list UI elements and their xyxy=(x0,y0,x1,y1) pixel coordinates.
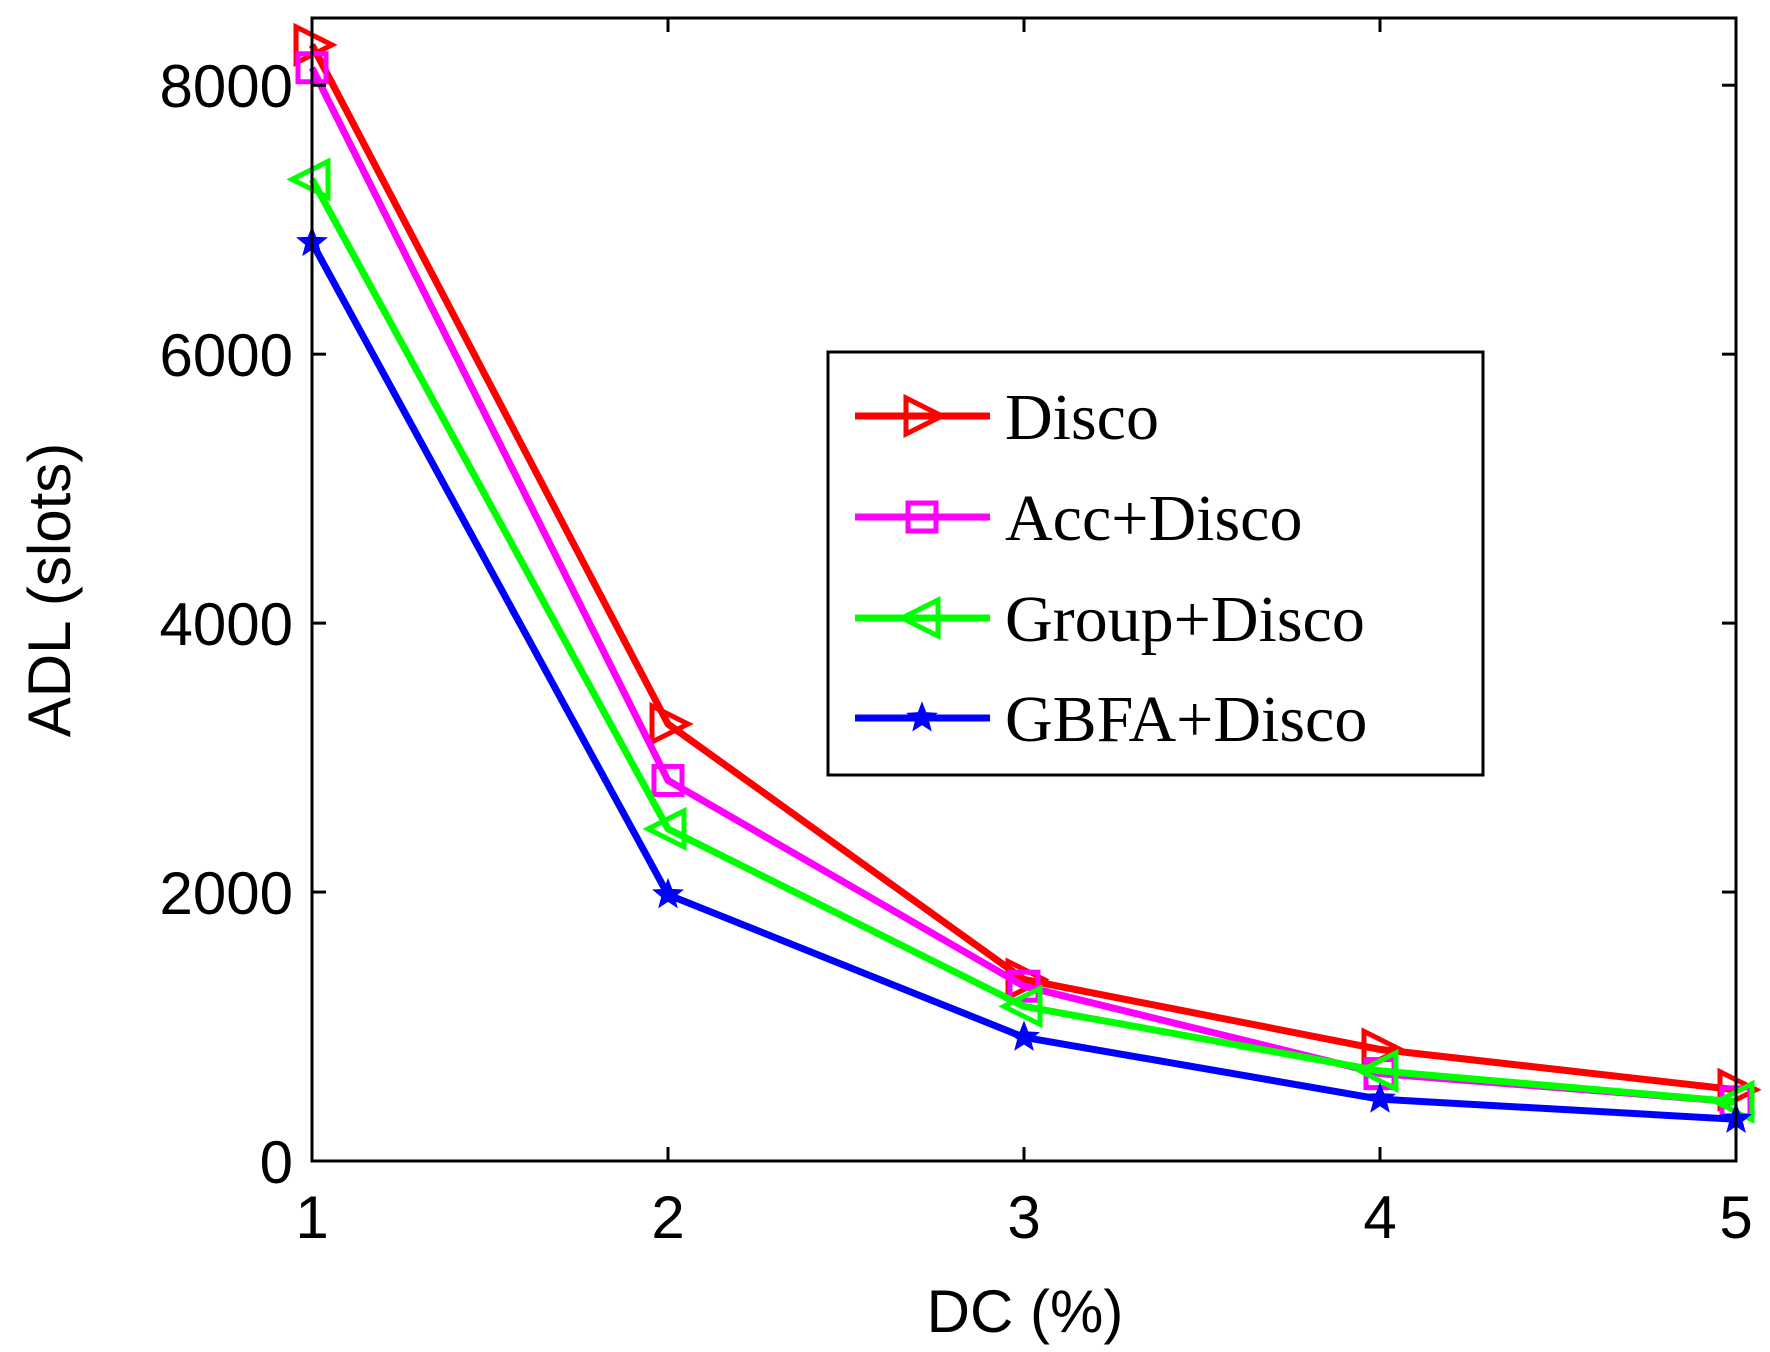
data-point-group-disco-4 xyxy=(1354,1048,1399,1093)
legend: Disco Acc+Disco Group+Disco GBFA+Disco xyxy=(826,350,1485,777)
legend-label-acc-disco: Acc+Disco xyxy=(1005,482,1302,555)
legend-marker-acc-disco xyxy=(905,500,939,534)
data-point-gbfa-disco-2 xyxy=(652,877,684,909)
series-line-group-disco xyxy=(308,177,1737,1106)
y-tick-label: 2000 xyxy=(160,860,293,927)
y-tick-label: 6000 xyxy=(160,322,293,389)
legend-entries: Disco Acc+Disco Group+Disco GBFA+Disco xyxy=(855,381,1367,756)
y-tick-label: 4000 xyxy=(160,591,293,658)
legend-label-disco: Disco xyxy=(1005,381,1159,454)
data-point-group-disco-3 xyxy=(998,984,1043,1029)
x-tick-label: 1 xyxy=(295,1184,328,1251)
y-axis-title: ADL (slots) xyxy=(16,443,83,738)
legend-marker-group-disco xyxy=(896,595,941,641)
legend-marker-disco xyxy=(903,393,948,439)
x-tick-label: 5 xyxy=(1719,1184,1752,1251)
y-tick-label: 0 xyxy=(260,1129,293,1196)
axis-ticks: 1 2 3 4 5 0 2000 4000 6000 8000 xyxy=(160,18,1753,1251)
data-point-gbfa-disco-4 xyxy=(1364,1082,1396,1113)
data-point-acc-disco-3 xyxy=(1007,969,1041,1003)
legend-marker-gbfa-disco xyxy=(906,701,938,732)
plot-area xyxy=(286,22,1762,1133)
data-point-gbfa-disco-3 xyxy=(1008,1020,1040,1051)
data-point-group-disco-2 xyxy=(642,806,687,851)
legend-label-group-disco: Group+Disco xyxy=(1005,583,1365,656)
data-point-group-disco-1 xyxy=(286,157,331,202)
x-tick-label: 2 xyxy=(651,1184,684,1251)
y-tick-label: 8000 xyxy=(160,53,293,120)
x-axis-title: DC (%) xyxy=(927,1278,1124,1345)
legend-box xyxy=(826,350,1485,777)
legend-label-gbfa-disco: GBFA+Disco xyxy=(1005,683,1367,756)
data-point-acc-disco-2 xyxy=(651,763,685,797)
x-tick-label: 3 xyxy=(1007,1184,1040,1251)
data-point-disco-2 xyxy=(649,701,694,747)
x-tick-label: 4 xyxy=(1363,1184,1396,1251)
series-line-disco xyxy=(308,43,1737,1094)
